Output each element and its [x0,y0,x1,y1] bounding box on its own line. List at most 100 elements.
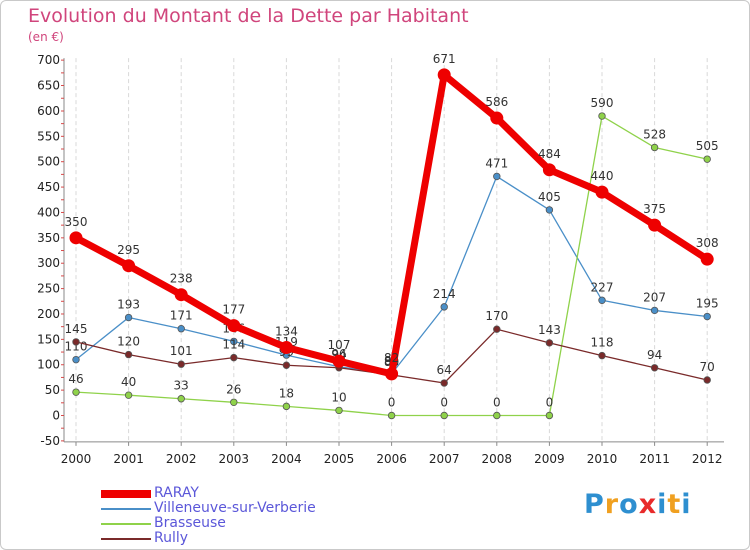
y-tick-label: 250 [37,282,60,296]
data-point-raray [542,163,556,177]
data-point-brasseuse [282,402,291,411]
x-tick-label: 2010 [587,452,618,466]
data-label-raray: 440 [591,169,614,183]
data-label-brasseuse: 46 [68,372,83,386]
logo-letter: r [604,489,620,520]
data-point-rully [493,325,501,333]
data-label-rully: 70 [700,360,715,374]
data-label-brasseuse: 590 [591,96,614,110]
data-point-raray [700,252,714,266]
data-point-rully [650,364,659,372]
data-point-brasseuse [703,155,711,163]
y-tick-label: 200 [37,307,60,321]
x-tick-label: 2011 [639,452,670,466]
x-tick-label: 2003 [219,452,250,466]
data-point-raray [227,319,241,333]
data-label-rully: 143 [538,323,561,337]
data-label-brasseuse: 0 [493,396,501,410]
data-point-brasseuse [440,411,448,420]
y-tick-label: 100 [37,358,60,372]
logo-letter: i [657,489,668,520]
data-point-villeneuve-sur-verberie [72,355,80,364]
data-point-brasseuse [598,112,606,120]
data-label-raray: 82 [384,351,399,365]
data-label-raray: 295 [117,243,140,257]
x-tick-label: 2012 [692,452,723,466]
data-point-villeneuve-sur-verberie [650,306,659,315]
data-point-brasseuse [387,411,396,420]
data-label-raray: 134 [275,324,298,338]
legend-label: RARAY [154,485,199,501]
data-label-raray: 375 [643,202,666,216]
data-label-raray: 107 [328,338,351,352]
data-point-brasseuse [545,411,554,420]
data-point-villeneuve-sur-verberie [493,172,501,181]
y-tick-label: 0 [52,409,60,423]
data-point-rully [124,350,133,359]
x-tick-label: 2002 [166,452,197,466]
data-point-villeneuve-sur-verberie [598,296,606,304]
data-point-villeneuve-sur-verberie [440,303,448,311]
data-label-raray: 586 [485,95,508,109]
x-tick-label: 2007 [429,452,460,466]
data-point-brasseuse [124,391,133,399]
data-label-raray: 350 [65,215,88,229]
legend-label: Rully [154,530,189,546]
data-point-villeneuve-sur-verberie [545,206,554,214]
data-label-brasseuse: 33 [174,379,189,393]
data-point-brasseuse [177,395,185,403]
data-point-raray [648,218,662,232]
data-point-raray [437,68,451,82]
data-point-brasseuse [493,411,501,420]
logo-letter: o [619,489,639,520]
data-point-villeneuve-sur-verberie [177,325,185,333]
x-tick-label: 2006 [376,452,407,466]
data-point-raray [385,367,399,381]
data-label-brasseuse: 0 [388,396,396,410]
data-point-rully [598,351,606,360]
data-label-rully: 118 [591,336,614,350]
data-label-raray: 308 [696,236,719,250]
data-label-rully: 94 [647,348,662,362]
x-tick-label: 2008 [482,452,513,466]
data-label-brasseuse: 18 [279,386,294,400]
logo-letter: P [584,489,605,520]
y-tick-label: 600 [37,104,60,118]
data-label-villeneuve-sur-verberie: 214 [433,287,456,301]
x-tick-label: 2000 [61,452,92,466]
data-label-brasseuse: 528 [643,127,666,141]
data-label-rully: 101 [170,344,193,358]
y-tick-label: -50 [40,434,60,448]
data-label-brasseuse: 505 [696,139,719,153]
data-point-rully [177,360,185,368]
proxiti-logo: Proxiti [584,489,692,520]
data-point-brasseuse [230,398,238,407]
data-label-rully: 114 [222,338,245,352]
data-point-raray [490,111,504,125]
data-point-raray [279,340,293,354]
x-tick-label: 2001 [113,452,144,466]
logo-letter: x [638,489,658,520]
data-label-brasseuse: 0 [546,396,554,410]
data-point-raray [69,231,83,245]
x-tick-label: 2004 [271,452,302,466]
data-point-villeneuve-sur-verberie [230,337,238,346]
legend-swatch [101,538,151,540]
data-point-villeneuve-sur-verberie [124,313,133,322]
y-tick-label: 650 [37,79,60,93]
y-tick-label: 550 [37,129,60,143]
data-point-rully [230,353,238,362]
legend-label: Brasseuse [154,515,226,531]
y-tick-label: 400 [37,205,60,219]
data-label-villeneuve-sur-verberie: 171 [170,309,193,323]
chart-subtitle: (en €) [28,30,64,44]
data-label-brasseuse: 10 [331,390,346,404]
series-line-raray [72,71,711,378]
data-point-raray [174,288,188,302]
data-point-rully [440,379,448,387]
logo-letter: t [667,489,682,520]
x-tick-label: 2009 [534,452,565,466]
data-label-villeneuve-sur-verberie: 207 [643,290,666,304]
data-point-rully [545,339,554,347]
